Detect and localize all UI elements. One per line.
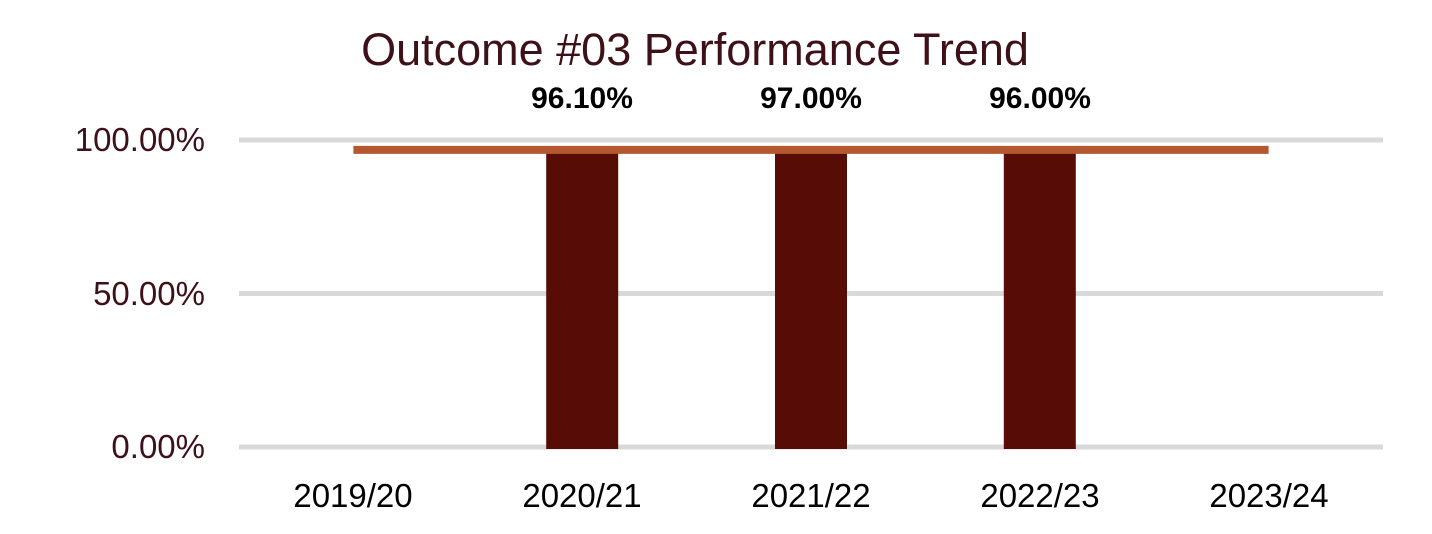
x-axis-label-2019-20: 2019/20 [293, 477, 413, 514]
bar-data-label-2020-21: 96.10% [531, 82, 633, 115]
y-axis-tick-0: 0.00% [111, 428, 205, 465]
x-axis-label-2021-22: 2021/22 [751, 477, 871, 514]
bar-data-label-2022-23: 96.00% [989, 82, 1091, 115]
y-axis-tick-50: 50.00% [93, 275, 205, 312]
bar-2021/22 [775, 149, 847, 449]
bar-data-label-2021-22: 97.00% [760, 82, 862, 115]
x-axis-label-2020-21: 2020/21 [522, 477, 642, 514]
gridline-100.00% [239, 137, 1383, 143]
x-axis-label-2023-24: 2023/24 [1209, 477, 1329, 514]
bar-2020/21 [546, 151, 619, 449]
chart-title: Outcome #03 Performance Trend [361, 24, 1029, 75]
x-axis-label-2022-23: 2022/23 [980, 477, 1100, 514]
y-axis-tick-100: 100.00% [74, 121, 205, 158]
bar-2022/23 [1003, 152, 1076, 449]
